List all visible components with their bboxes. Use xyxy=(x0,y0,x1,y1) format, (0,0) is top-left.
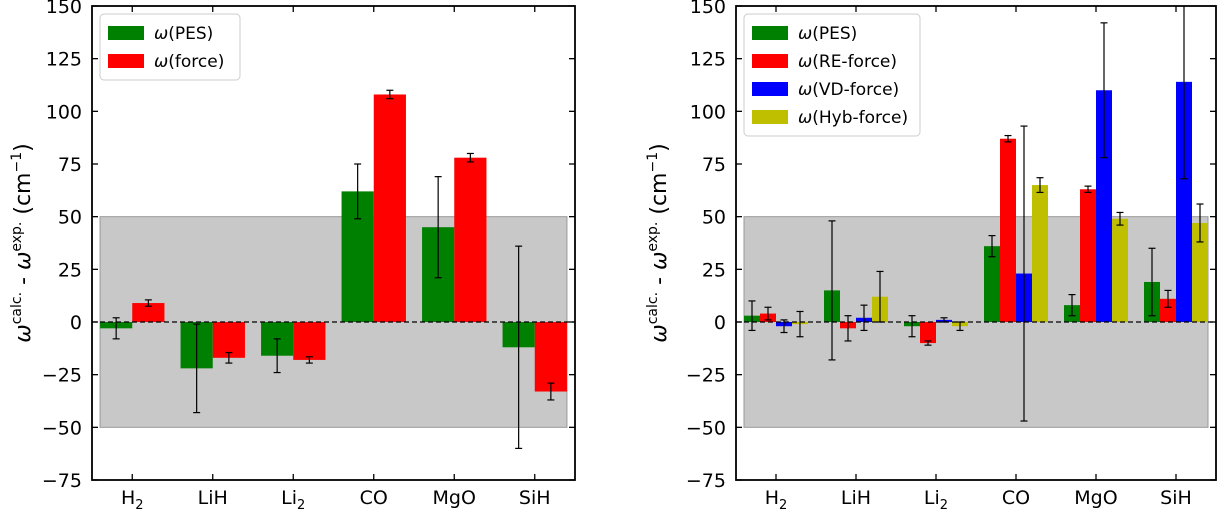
bar-pes-3 xyxy=(984,246,1000,322)
y-tick-label: 125 xyxy=(46,49,82,71)
y-tick-label: 50 xyxy=(702,207,726,229)
bar-hybforce-5 xyxy=(1192,222,1208,322)
y-tick-label: 125 xyxy=(690,49,726,71)
y-tick-label: −50 xyxy=(686,417,726,439)
y-tick-label: 75 xyxy=(58,154,82,176)
x-tick-label: LiH xyxy=(841,487,871,509)
legend-label: ω(PES) xyxy=(154,24,213,44)
y-tick-label: 100 xyxy=(46,101,82,123)
x-tick-label: Li2 xyxy=(281,487,305,510)
x-tick-label: Li2 xyxy=(924,487,948,510)
x-tick-label: H2 xyxy=(765,487,788,510)
x-tick-label: CO xyxy=(360,487,388,509)
bar-reforce-5 xyxy=(1160,298,1176,322)
y-tick-label: 0 xyxy=(70,312,82,334)
y-tick-label: 0 xyxy=(714,312,726,334)
bar-force-2 xyxy=(293,322,326,360)
bar-hybforce-3 xyxy=(1032,185,1048,322)
y-axis-label: ωcalc. - ωexp. (cm−1) xyxy=(9,143,36,342)
plot-frame xyxy=(735,5,1217,481)
x-tick-label: CO xyxy=(1002,487,1030,509)
bar-reforce-2 xyxy=(920,322,936,344)
right-chart: −75 −50 −25 0 25 50 75 100 125 150 H2 LiH Li2 CO MgO Si… xyxy=(645,0,1217,510)
legend-swatch xyxy=(752,110,788,124)
plot-frame xyxy=(91,5,576,481)
x-tick-label: SiH xyxy=(1160,487,1192,509)
legend-label: ω(Hyb-force) xyxy=(798,108,908,128)
bar-vdforce-4 xyxy=(1096,90,1112,323)
y-tick-label: 150 xyxy=(690,0,726,18)
bar-force-5 xyxy=(534,322,567,392)
legend-swatch xyxy=(108,54,144,68)
left-chart: −75 −50 −25 0 25 50 75 100 125 150 H2 LiH Li2 CO MgO Si… xyxy=(9,0,576,510)
x-tick-label: MgO xyxy=(1074,487,1117,509)
legend-label: ω(RE-force) xyxy=(798,52,897,72)
legend-label: ω(VD-force) xyxy=(798,80,899,100)
bar-hybforce-4 xyxy=(1112,218,1128,322)
bar-force-4 xyxy=(454,157,487,322)
x-tick-label: H2 xyxy=(121,487,144,510)
legend-label: ω(PES) xyxy=(798,24,857,44)
x-tick-label: SiH xyxy=(519,487,551,509)
y-tick-label: −75 xyxy=(686,470,726,492)
bar-vdforce-5 xyxy=(1176,81,1192,322)
y-tick-label: −50 xyxy=(42,417,82,439)
y-tick-label: −25 xyxy=(42,365,82,387)
y-tick-label: 100 xyxy=(690,101,726,123)
y-tick-label: −75 xyxy=(42,470,82,492)
y-tick-label: 25 xyxy=(702,259,726,281)
legend-label: ω(force) xyxy=(154,52,224,72)
legend-box xyxy=(743,13,921,137)
bar-force-1 xyxy=(212,322,245,358)
y-tick-label: −25 xyxy=(686,365,726,387)
bar-reforce-4 xyxy=(1080,189,1096,322)
y-tick-label: 50 xyxy=(58,207,82,229)
y-tick-label: 25 xyxy=(58,259,82,281)
y-axis-label: ωcalc. - ωexp. (cm−1) xyxy=(645,143,672,342)
legend-swatch xyxy=(752,54,788,68)
y-tick-label: 75 xyxy=(702,154,726,176)
legend-swatch xyxy=(752,82,788,96)
bar-force-0 xyxy=(132,303,165,322)
y-tick-label: 150 xyxy=(46,0,82,18)
x-tick-label: LiH xyxy=(198,487,228,509)
bar-reforce-3 xyxy=(1000,138,1016,322)
legend-swatch xyxy=(752,26,788,40)
bar-force-3 xyxy=(373,94,406,322)
legend-swatch xyxy=(108,26,144,40)
x-tick-label: MgO xyxy=(433,487,476,509)
